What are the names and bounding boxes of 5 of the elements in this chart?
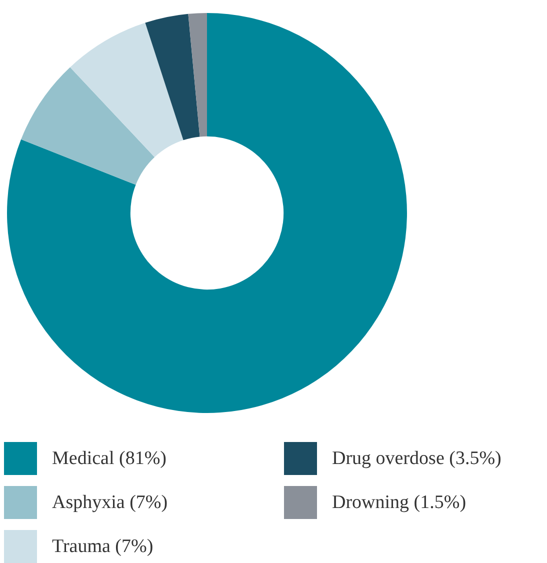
legend-label: Drowning (1.5%) [332, 492, 466, 513]
legend-label: Drug overdose (3.5%) [332, 448, 502, 469]
legend-label: Trauma (7%) [52, 536, 154, 557]
legend-label: Medical (81%) [52, 448, 166, 469]
legend-label: Asphyxia (7%) [52, 492, 168, 513]
